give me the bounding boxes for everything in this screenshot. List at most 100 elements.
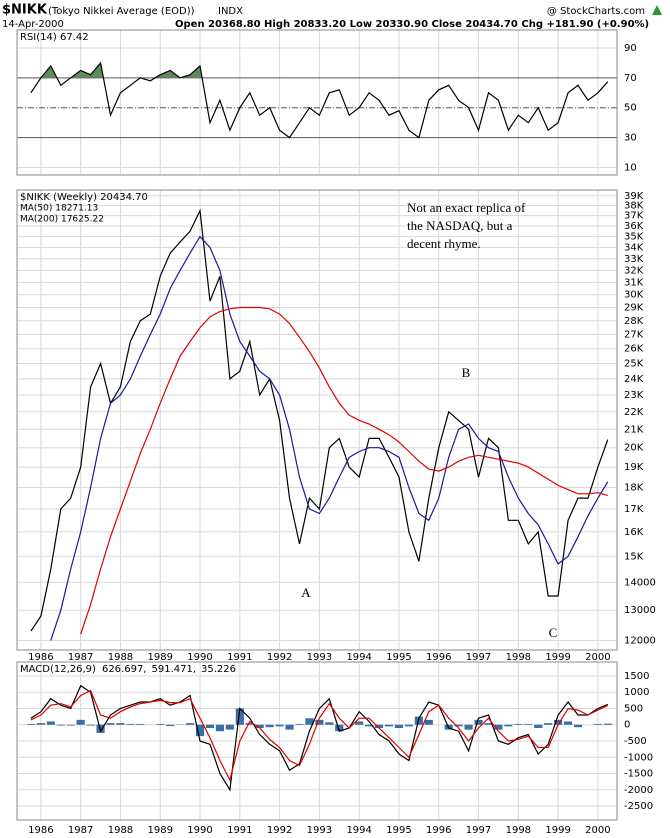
x-tick-label: 1990 [187,652,212,663]
x-tick-label: 1997 [466,652,491,663]
histogram-bar [215,724,224,732]
annotation: A [301,585,311,600]
x-tick-label: 1995 [386,825,411,836]
y-tick-label: 13000 [624,605,656,616]
line [30,208,609,632]
histogram-bar [205,724,215,728]
histogram-bar [265,724,274,728]
name: (Tokyo Nikkei Average (EOD)) [48,6,195,17]
histogram-bar [394,724,404,728]
y-tick-label: -2500 [624,801,653,812]
legend-entry: $NIKK (Weekly) 20434.70 [20,192,148,203]
x-tick-label: 1986 [28,825,53,836]
y-tick-label: 24K [624,374,644,385]
panel-frame [16,29,618,176]
y-tick-label: 1500 [624,671,649,682]
histogram-bar [464,724,473,730]
y-tick-label: -1000 [624,752,653,763]
up-arrow [652,5,662,15]
y-tick-label: 26K [624,344,644,355]
x-tick-label: 1998 [506,825,531,836]
x-tick-label: 1990 [187,825,212,836]
x-tick-label: 2000 [585,652,610,663]
x-tick-label: 1991 [227,825,252,836]
histogram-bar [106,723,115,725]
y-tick-label: 28K [624,316,644,327]
x-tick-label: 2000 [585,825,610,836]
y-tick-label: 20K [624,443,644,454]
annotation: Not an exact replica of [407,200,526,215]
histogram-bar [76,719,85,725]
x-tick-label: 1993 [307,652,332,663]
histogram-bar [46,721,55,725]
histogram-bar [66,724,75,726]
x-tick-label: 1988 [108,652,133,663]
y-tick-label: -500 [624,736,647,747]
y-tick-label: 30 [624,133,637,144]
x-tick-label: 1989 [148,652,173,663]
symbol: $NIKK [2,3,48,18]
panel-title: MACD(12,26,9) [20,664,96,675]
x-tick-label: 1987 [68,825,93,836]
y-tick-label: 23K [624,390,644,401]
y-tick-label: 500 [624,703,643,714]
histogram-bar [544,723,553,725]
panel-frame [16,661,618,821]
y-tick-label: 10 [624,163,637,174]
y-tick-label: -1500 [624,769,653,780]
histogram-bar [514,723,523,725]
histogram-bar [295,723,304,725]
histogram-bar [573,724,583,728]
panel-title: RSI(14) 67.42 [20,32,89,43]
histogram-bar [484,723,493,725]
histogram-bar [375,724,384,728]
x-tick-label: 1995 [386,652,411,663]
y-tick-label: 38K [624,201,644,212]
x-tick-label: 1999 [545,652,570,663]
y-tick-label: 36K [624,221,644,232]
x-tick-label: 1987 [68,652,93,663]
y-tick-label: -2000 [624,785,653,796]
histogram-bar [275,724,284,727]
histogram-bar [305,718,314,725]
histogram-bar [116,723,125,725]
histogram-bar [225,724,234,730]
histogram-bar [166,724,175,727]
x-tick-label: 1994 [346,652,371,663]
histogram-bar [136,723,145,725]
quote: Open 20368.80 High 20833.20 Low 20330.90… [175,19,649,30]
y-tick-label: 39K [624,191,644,202]
histogram-bar [56,724,65,726]
y-tick-label: 70 [624,73,637,84]
x-tick-label: 1994 [346,825,371,836]
y-tick-label: 21K [624,424,644,435]
y-tick-label: 32K [624,265,644,276]
histogram-bar [504,724,513,727]
y-tick-label: 25K [624,359,644,370]
panel-background [17,30,617,175]
x-tick-label: 1998 [506,652,531,663]
histogram-bar [563,721,573,725]
line [30,684,609,792]
histogram-bar [285,724,294,730]
source: @ StockCharts.com [547,6,645,17]
y-tick-label: 15K [624,551,644,562]
histogram-bar [36,723,45,725]
y-tick-label: 35K [624,232,644,243]
y-tick-label: 19K [624,462,644,473]
x-tick-label: 1992 [267,652,292,663]
y-tick-label: 50 [624,103,637,114]
histogram-bar [26,723,35,725]
histogram-bar [126,723,135,725]
exchange: INDX [218,6,243,17]
histogram-bar [424,719,433,725]
histogram-bar [454,724,463,727]
histogram-bar [325,722,334,725]
legend-entry: 626.697, [102,664,147,675]
y-tick-label: 33K [624,254,644,265]
x-tick-label: 1986 [28,652,53,663]
histogram-bar [186,723,195,725]
x-tick-label: 1993 [307,825,332,836]
histogram-bar [195,724,205,737]
annotation: C [549,625,558,640]
